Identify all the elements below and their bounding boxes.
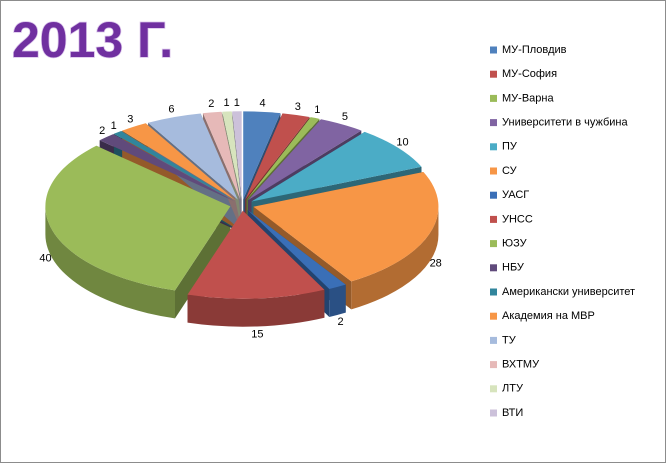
legend-swatch	[490, 167, 497, 175]
value-label: 15	[251, 329, 263, 341]
value-label: 4	[259, 97, 265, 109]
slice	[247, 209, 346, 289]
legend-swatch	[490, 119, 497, 127]
legend-label: ЮЗУ	[502, 238, 528, 250]
legend-label: ПУ	[502, 141, 518, 153]
legend-swatch	[490, 385, 497, 393]
value-label: 3	[295, 101, 301, 113]
slice	[113, 130, 235, 201]
slice-side	[351, 206, 439, 310]
legend-label: ВТИ	[502, 407, 523, 419]
value-label: 1	[314, 104, 320, 116]
legend-swatch	[490, 215, 497, 223]
value-label: 1	[224, 97, 230, 109]
legend-label: МУ-Пловдив	[502, 44, 567, 56]
slice	[245, 113, 310, 200]
slice	[222, 111, 242, 200]
slice	[251, 131, 422, 202]
legend-label: Американски университет	[502, 286, 635, 298]
slice	[232, 111, 242, 200]
legend-swatch	[490, 70, 497, 78]
slice	[248, 119, 362, 201]
legend-swatch	[490, 409, 497, 417]
legend-label: ВХТМУ	[502, 359, 540, 371]
legend-swatch	[490, 361, 497, 369]
value-label: 1	[111, 120, 117, 132]
value-label: 2	[99, 125, 105, 137]
slice	[187, 210, 325, 299]
value-label: 40	[39, 252, 51, 264]
legend-swatch	[490, 336, 497, 344]
slice-wall	[175, 206, 231, 319]
slice-side	[45, 206, 176, 319]
legend-swatch	[490, 288, 497, 296]
legend-label: СУ	[502, 165, 518, 177]
legend-label: МУ-София	[502, 68, 557, 80]
legend-label: Академия на МВР	[502, 310, 595, 322]
value-label: 28	[430, 257, 442, 269]
slice	[243, 111, 281, 200]
value-label: 2	[208, 98, 214, 110]
slice	[148, 113, 238, 200]
slice-side	[329, 284, 346, 317]
legend-swatch	[490, 94, 497, 102]
value-label: 5	[342, 111, 348, 123]
slice	[202, 111, 241, 200]
value-label: 1	[234, 97, 240, 109]
chart-title: 2013 Г.	[12, 12, 173, 68]
value-label: 3	[127, 114, 133, 126]
legend-swatch	[490, 46, 497, 54]
legend-label: УНСС	[502, 213, 533, 225]
legend-label: Университети в чужбина	[502, 117, 628, 129]
slice	[246, 117, 320, 200]
legend-swatch	[490, 312, 497, 320]
legend-label: МУ-Варна	[502, 92, 554, 104]
slice-side	[187, 289, 325, 327]
legend-swatch	[490, 143, 497, 151]
value-label: 10	[396, 136, 408, 148]
legend-label: НБУ	[502, 262, 525, 274]
slice	[99, 134, 234, 201]
value-label: 2	[337, 316, 343, 328]
legend-swatch	[490, 240, 497, 248]
value-label: 6	[168, 103, 174, 115]
slice	[122, 123, 236, 201]
legend-swatch	[490, 264, 497, 272]
legend-label: ТУ	[502, 334, 517, 346]
slice	[45, 145, 231, 291]
legend-label: ЛТУ	[502, 383, 524, 395]
legend-swatch	[490, 191, 497, 199]
slice	[253, 172, 439, 282]
legend-label: УАСГ	[502, 189, 529, 201]
